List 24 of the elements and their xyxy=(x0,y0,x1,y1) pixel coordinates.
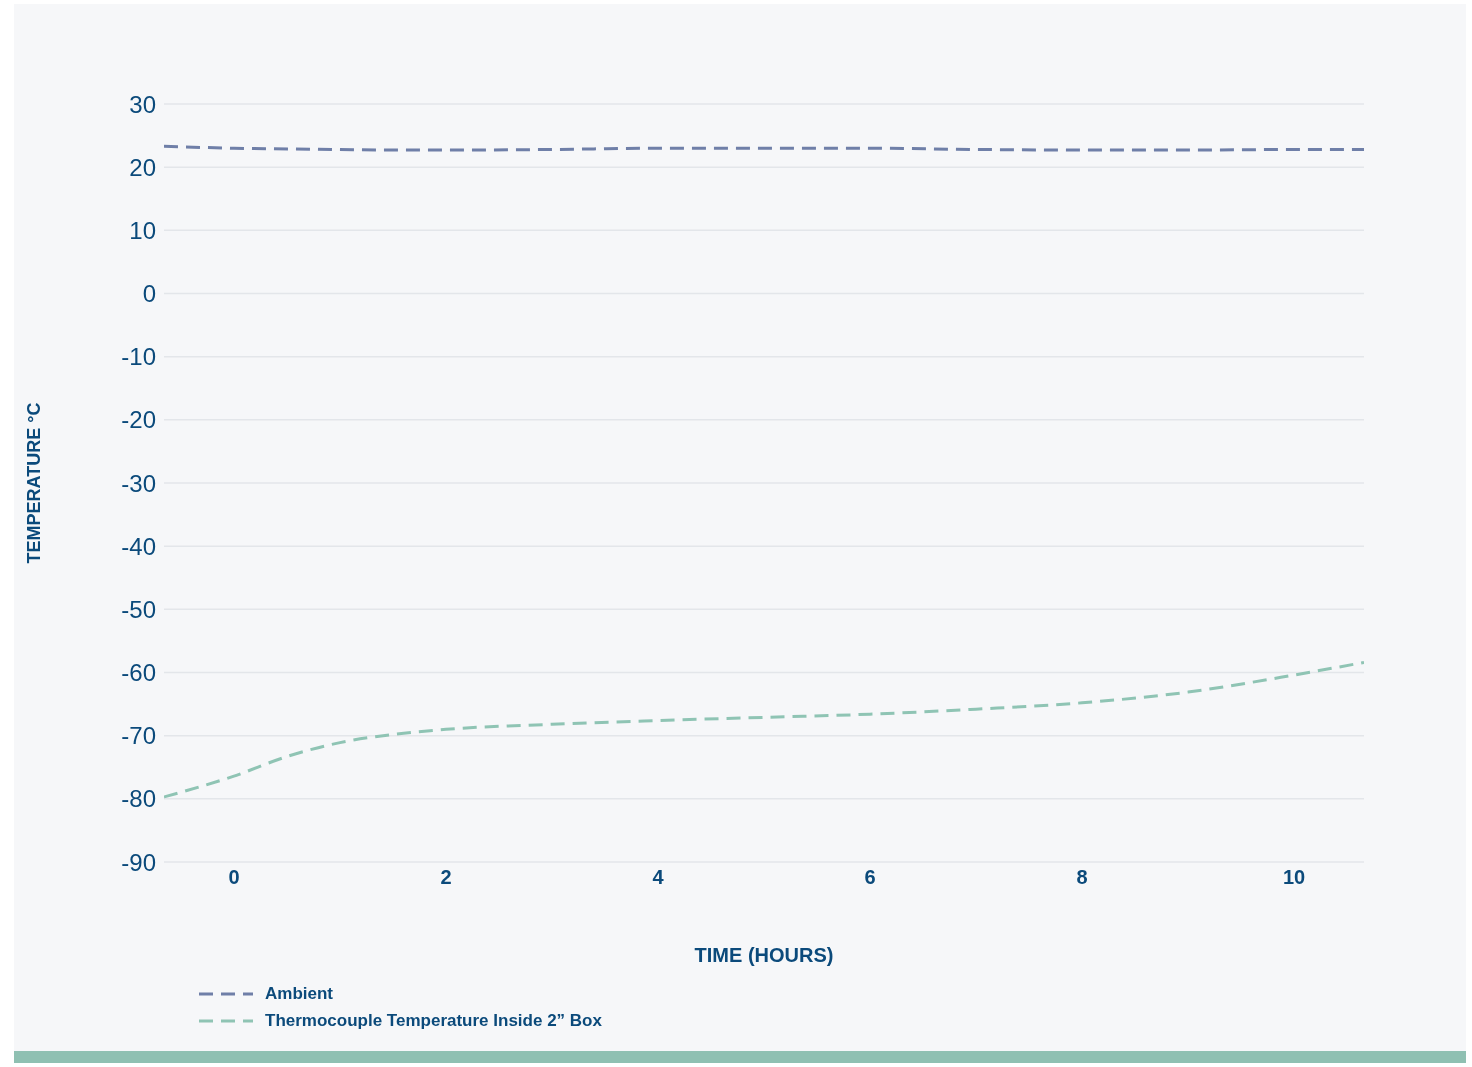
x-tick-label: 6 xyxy=(864,866,876,889)
y-tick-label: 10 xyxy=(129,216,156,244)
y-tick-label: -50 xyxy=(121,595,156,623)
y-tick-label: -90 xyxy=(121,848,156,876)
x-tick-label: 8 xyxy=(1076,866,1088,889)
line-series xyxy=(164,660,1364,799)
x-tick-label: 10 xyxy=(1282,866,1306,889)
y-tick-label: 0 xyxy=(142,280,156,308)
y-tick-label: -60 xyxy=(121,659,156,687)
legend-label: Thermocouple Temperature Inside 2” Box xyxy=(265,1010,602,1031)
x-tick-label: 2 xyxy=(440,866,452,889)
x-axis-title: TIME (HOURS) xyxy=(694,944,834,966)
y-axis-title: TEMPERATURE °C xyxy=(24,402,45,564)
y-tick-label: -20 xyxy=(121,406,156,434)
y-tick-label: -10 xyxy=(121,343,156,371)
legend-label: Ambient xyxy=(265,983,333,1004)
y-tick-label: -40 xyxy=(121,532,156,560)
y-tick-label: -30 xyxy=(121,469,156,497)
x-tick-label: 4 xyxy=(652,866,665,889)
y-tick-label: -70 xyxy=(121,722,156,750)
x-tick-label: 0 xyxy=(228,866,240,889)
y-tick-label: -80 xyxy=(121,785,156,813)
y-tick-label: 20 xyxy=(129,153,156,181)
y-tick-label: 30 xyxy=(129,90,156,118)
